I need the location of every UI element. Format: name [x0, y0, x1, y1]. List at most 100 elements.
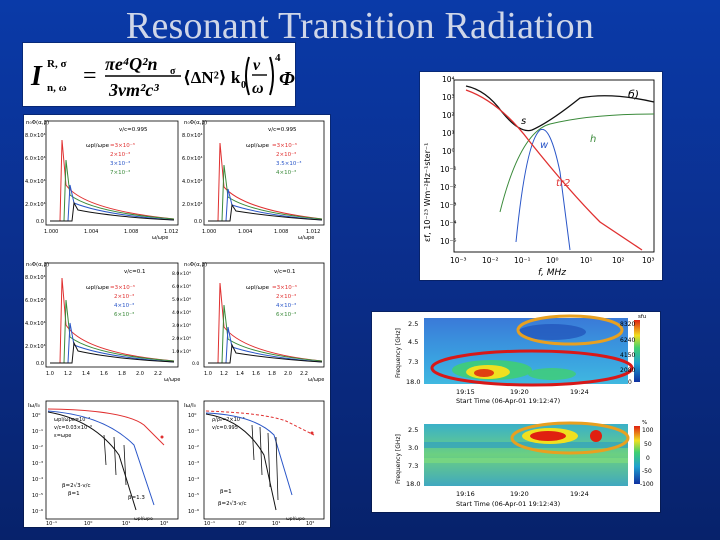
- spectrum-xtick: 10³: [642, 256, 655, 265]
- spectrogram-top-xtick: 19:15: [456, 388, 475, 396]
- panel-4-xtick: 1.4: [236, 371, 244, 377]
- curve-label-w: w: [540, 140, 549, 151]
- panel-5-ytick: 10⁰: [32, 413, 40, 419]
- panel-6-ytick: 10⁻⁶: [188, 509, 199, 515]
- panel-3-legend-item: 2×10⁻³: [114, 293, 134, 300]
- panel-2-legend-item: 4×10⁻³: [276, 169, 296, 176]
- panel-2-legend-item: =3×10⁻³: [272, 142, 297, 149]
- curve-label-s: s: [521, 116, 526, 127]
- panel-6-ytick: 10⁰: [188, 413, 196, 419]
- panel-2-xtick: 1.012: [306, 229, 320, 235]
- panel-1-xtick: 1.008: [124, 229, 138, 235]
- spectrogram-bottom-ytick: 18.0: [406, 480, 420, 488]
- panel-1-xtick: 1.012: [164, 229, 178, 235]
- panel-2-xtick: 1.008: [274, 229, 288, 235]
- spectrogram-bottom-xtick: 19:24: [570, 490, 589, 498]
- plot-panel-3: n₀Φ(α,β) 8.0×10⁴ 6.0×10⁴ 4.0×10⁴ 2.0×10⁴…: [25, 262, 180, 383]
- panel-6-xtick: 10⁻¹: [204, 521, 215, 527]
- panel-3-xtick: 2.2: [154, 371, 162, 377]
- panel-5-ytick: 10⁻²: [32, 445, 43, 451]
- curve-total: [465, 85, 655, 132]
- panel-5-label: β=1: [68, 491, 80, 497]
- plot-panel-2: n₀Φ(α,β) 8.0×10⁴ 6.0×10⁴ 4.0×10⁴ 2.0×10⁴…: [182, 120, 325, 241]
- plot-panel-1: n₀Φ(α,β) 8.0×10⁴ 6.0×10⁴ 4.0×10⁴ 2.0×10⁴…: [25, 120, 179, 241]
- panel-2-legend-item: 2×10⁻³: [276, 151, 296, 158]
- spectrum-ytick: 10¹: [442, 129, 455, 138]
- panel-6-xtick: 10⁰: [238, 521, 246, 527]
- formula-svg: I R, σ n, ω = πe⁴Q²n σ 3vm²c³ ⟨ΔN²⟩ k 0 …: [30, 52, 295, 100]
- slide-title: Resonant Transition Radiation: [125, 5, 595, 47]
- formula-v: v: [253, 57, 261, 74]
- spectrogram-top-start-time: Start Time (06-Apr-01 19:12:47): [456, 397, 560, 405]
- panel-3-xtick: 1.2: [64, 371, 72, 377]
- spectrogram-bottom-start-time: Start Time (06-Apr-01 19:12:43): [456, 500, 560, 508]
- panel-3-ytick: 2.0×10⁴: [25, 344, 46, 350]
- panel-4-legend-item: 4×10⁻³: [276, 302, 296, 309]
- plot-panel-6: Iω/I₀ 10⁰ 10⁻¹ 10⁻² 10⁻³ 10⁻⁴ 10⁻⁵ 10⁻⁶ …: [184, 400, 325, 527]
- formula-middle: ⟨ΔN²⟩ k: [183, 68, 241, 87]
- panel-3-xtick: 2.0: [136, 371, 144, 377]
- colorbar-top: [634, 320, 640, 382]
- spectrogram-bottom: Frequency [GHz] 2.5 3.0 7.3 18.0 19:16 1…: [395, 420, 654, 508]
- plot-panel-4: n₀Φ(α,β) 8.0×10⁴ 6.0×10⁴ 5.0×10⁴ 4.0×10⁴…: [172, 262, 325, 383]
- panel-6-label: β=1: [220, 489, 232, 495]
- panel-4-ytick: 1.0×10⁴: [172, 349, 191, 355]
- panel-4-ytick: 3.0×10⁴: [172, 323, 191, 329]
- spectrum-plot-frame: [453, 79, 655, 253]
- colorbar-bottom-tick: -50: [642, 468, 652, 475]
- panel-3-xtick: 1.6: [100, 371, 108, 377]
- panel-5-ytick: 10⁻⁶: [32, 509, 43, 515]
- panel-3-xtick: 1.4: [82, 371, 90, 377]
- panel-1-legend-item: =3×10⁻³: [110, 142, 135, 149]
- spectrum-xtick: 10⁻¹: [514, 256, 531, 265]
- formula-denominator: 3vm²c³: [108, 80, 159, 100]
- panel-6-ytick: 10⁻³: [188, 461, 199, 467]
- panel-4-ytick: 4.0×10⁴: [172, 310, 191, 316]
- colorbar-bottom-title: %: [642, 420, 647, 426]
- spectrum-xtick: 10²: [612, 256, 625, 265]
- panel-5-ytick: 10⁻¹: [32, 429, 43, 435]
- panel-5-label: β=1.3: [128, 495, 145, 501]
- panel-5-xtick: 10⁰: [84, 521, 92, 527]
- annotation-ellipse-orange-bottom: [510, 421, 630, 455]
- panel-5-ylabel: Iω/I₀: [28, 403, 41, 409]
- formula-middle-sub: 0: [241, 80, 246, 91]
- panel-6-label: β=2√3·v/c: [218, 500, 247, 507]
- formula-numerator-sub: σ: [170, 66, 176, 77]
- spectrum-ytick: 10⁻⁴: [440, 219, 457, 228]
- spectrum-xtick: 10¹: [580, 256, 593, 265]
- panel-3-legend-title: ωpl/ωpe: [86, 285, 110, 291]
- panel-4-legend-title: ωpl/ωpe: [246, 285, 270, 291]
- colorbar-bottom: [634, 426, 640, 484]
- annotation-ellipse-red: [430, 349, 634, 387]
- panel-2-legend-title: ωpl/ωpe: [246, 143, 270, 149]
- annotation-ellipse-orange-top: [516, 314, 624, 346]
- formula-panel: I R, σ n, ω = πe⁴Q²n σ 3vm²c³ ⟨ΔN²⟩ k 0 …: [23, 43, 295, 106]
- spectrum-ytick: 10³: [442, 93, 455, 102]
- spectrum-xtick: 10⁰: [546, 256, 559, 265]
- panel-5-ytick: 10⁻⁴: [32, 477, 43, 483]
- formula-phi: Φ: [279, 68, 295, 90]
- panel-1-ytick: 6.0×10⁴: [25, 156, 46, 162]
- panel-4-ytick: 0.0: [192, 361, 199, 367]
- formula-lhs: I: [30, 61, 43, 92]
- colorbar-top-tick: 0: [628, 379, 632, 386]
- spectrum-ytick: 10⁻⁵: [440, 237, 457, 246]
- formula-left-paren: [245, 56, 250, 96]
- panel-4-vc: v/c=0.1: [274, 269, 296, 275]
- spectrum-panel-label: б): [628, 88, 639, 101]
- spectrogram-top-ytick: 2.5: [408, 320, 418, 328]
- panel-2-ytick: 6.0×10⁴: [182, 156, 203, 162]
- panel-6-xtick: 10²: [306, 521, 314, 527]
- panel-4-xtick: 1.2: [220, 371, 228, 377]
- spectrogram-top-ylabel: Frequency [GHz]: [395, 328, 402, 378]
- spectrum-ytick: 10⁰: [442, 147, 455, 156]
- panel-3-ytick: 0.0: [36, 361, 44, 367]
- panel-4-xlabel: ω/ωpe: [308, 377, 324, 383]
- colorbar-bottom-tick: 100: [642, 427, 654, 434]
- panel-1-ytick: 0.0: [36, 219, 44, 225]
- panel-4-xtick: 1.0: [204, 371, 212, 377]
- spectrogram-bottom-ylabel: Frequency [GHz]: [395, 434, 402, 484]
- spectrum-xtick: 10⁻²: [482, 256, 499, 265]
- panel-2-legend-item: 3.5×10⁻³: [276, 160, 301, 167]
